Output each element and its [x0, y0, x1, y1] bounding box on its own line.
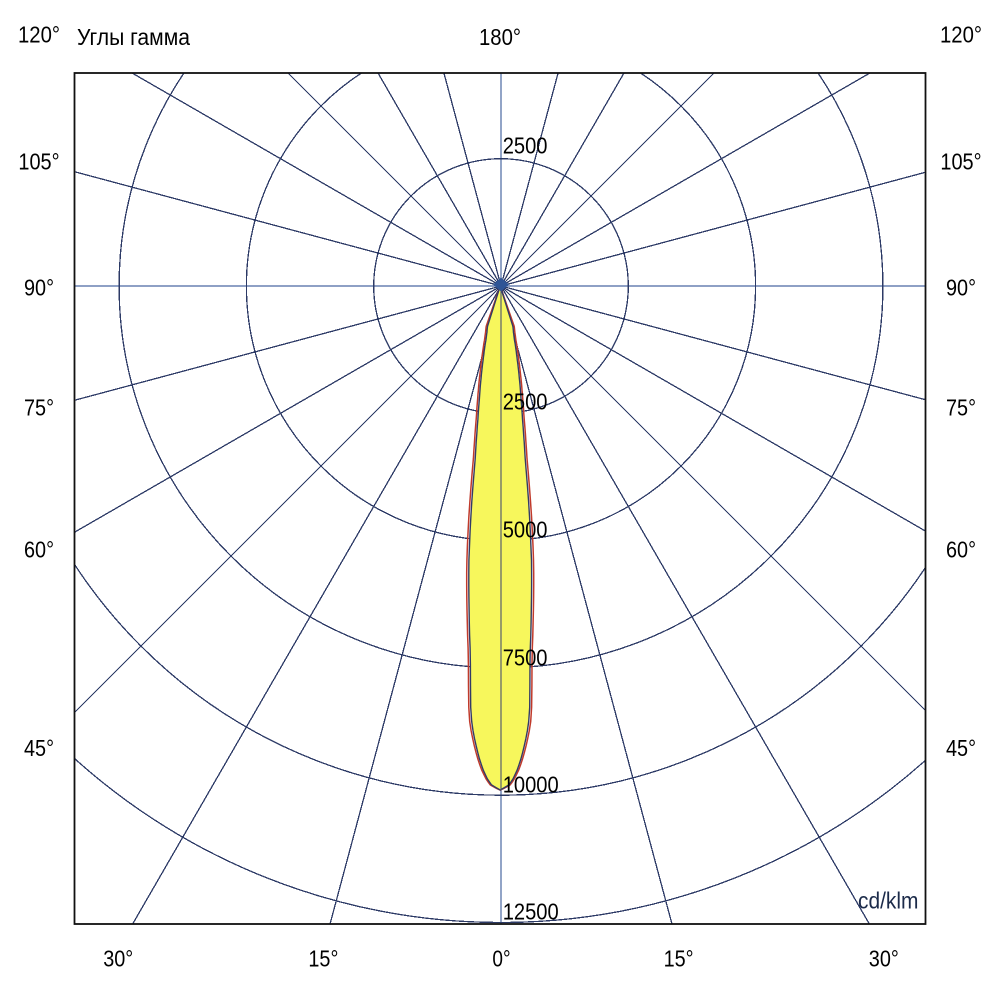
- svg-text:120°: 120°: [18, 22, 60, 48]
- svg-text:5000: 5000: [503, 517, 548, 543]
- svg-text:Углы гамма: Углы гамма: [77, 24, 190, 50]
- svg-text:90°: 90°: [946, 274, 976, 300]
- svg-text:45°: 45°: [946, 735, 976, 761]
- svg-text:30°: 30°: [103, 946, 133, 972]
- svg-text:60°: 60°: [946, 536, 976, 562]
- svg-text:7500: 7500: [503, 645, 548, 671]
- svg-text:105°: 105°: [18, 148, 59, 174]
- svg-text:90°: 90°: [24, 274, 54, 300]
- svg-text:30°: 30°: [869, 946, 899, 972]
- svg-text:180°: 180°: [479, 24, 521, 50]
- svg-text:120°: 120°: [940, 22, 982, 48]
- svg-text:12500: 12500: [503, 899, 559, 925]
- svg-text:2500: 2500: [503, 389, 548, 415]
- svg-text:45°: 45°: [24, 735, 54, 761]
- svg-text:cd/klm: cd/klm: [858, 888, 919, 914]
- svg-text:15°: 15°: [308, 946, 338, 972]
- svg-text:15°: 15°: [664, 946, 694, 972]
- svg-text:75°: 75°: [946, 395, 976, 421]
- svg-text:2500: 2500: [503, 133, 548, 159]
- svg-text:75°: 75°: [24, 395, 54, 421]
- svg-text:0°: 0°: [492, 946, 510, 972]
- svg-text:105°: 105°: [940, 148, 981, 174]
- svg-text:10000: 10000: [503, 772, 559, 798]
- svg-text:60°: 60°: [24, 536, 54, 562]
